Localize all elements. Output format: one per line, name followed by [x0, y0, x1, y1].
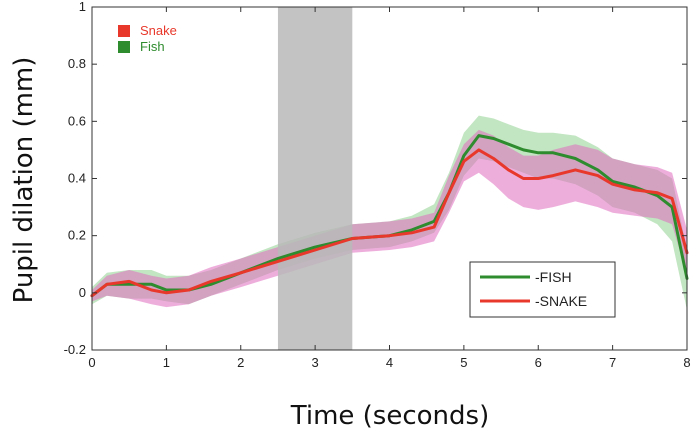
series-lines: [90, 134, 689, 298]
x-tick-label: 6: [535, 355, 542, 370]
legend-swatch-snake: [118, 25, 130, 37]
y-tick-label: 0.6: [68, 113, 86, 128]
x-tick-label: 5: [460, 355, 467, 370]
x-tick-label: 1: [163, 355, 170, 370]
x-tick-label: 4: [386, 355, 393, 370]
x-tick-label: 7: [609, 355, 616, 370]
x-axis-title: Time (seconds): [290, 401, 489, 431]
x-tick-label: 2: [237, 355, 244, 370]
x-tick-label: 3: [312, 355, 319, 370]
y-tick-label: 1: [79, 0, 86, 14]
band-snake: [92, 129, 687, 308]
x-tick-label: 8: [683, 355, 690, 370]
y-tick-label: 0: [79, 285, 86, 300]
legend-box: [469, 261, 616, 318]
y-tick-label: 0.2: [68, 228, 86, 243]
axes: 0 1 2 3 4 5 6 7 8-0.200.20.40.60.81: [64, 0, 691, 370]
stimulus-shaded-interval: [277, 7, 353, 350]
y-tick-label: 0.8: [68, 56, 86, 71]
confidence-bands: [92, 115, 687, 310]
y-tick-label: 0.4: [68, 171, 86, 186]
legend-bottom-right: -FISH -SNAKE: [469, 261, 616, 318]
x-tick-label: 0: [88, 355, 95, 370]
legend-label-fish: Fish: [140, 39, 165, 54]
legend-entry-snake: -SNAKE: [535, 293, 587, 309]
legend-swatch-fish: [118, 41, 130, 53]
legend-entry-fish: -FISH: [535, 269, 572, 285]
y-tick-label: -0.2: [64, 342, 86, 357]
line-snake: [90, 148, 689, 298]
legend-label-snake: Snake: [140, 23, 177, 38]
y-axis-title: Pupil dilation (mm): [9, 57, 39, 304]
